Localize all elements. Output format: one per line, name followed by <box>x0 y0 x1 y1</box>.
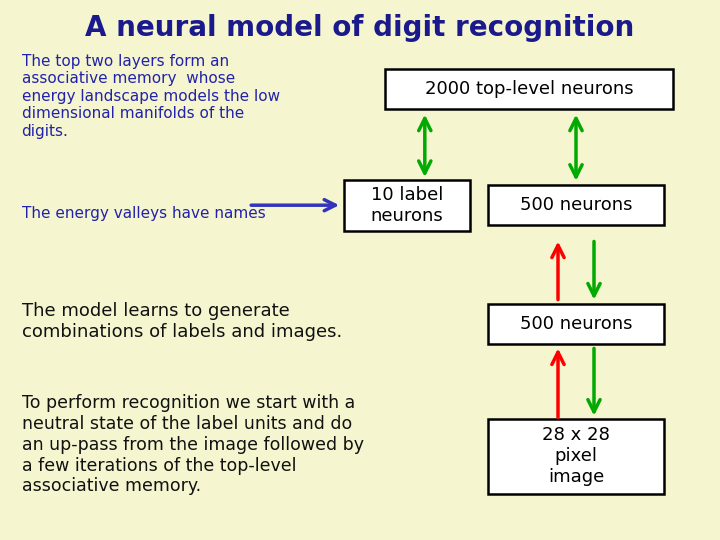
Text: 500 neurons: 500 neurons <box>520 196 632 214</box>
Text: To perform recognition we start with a
neutral state of the label units and do
a: To perform recognition we start with a n… <box>22 394 364 495</box>
Text: 28 x 28
pixel
image: 28 x 28 pixel image <box>542 427 610 486</box>
Text: The top two layers form an
associative memory  whose
energy landscape models the: The top two layers form an associative m… <box>22 54 280 139</box>
Text: 500 neurons: 500 neurons <box>520 315 632 333</box>
FancyBboxPatch shape <box>385 69 673 109</box>
FancyBboxPatch shape <box>488 418 665 494</box>
Text: 2000 top-level neurons: 2000 top-level neurons <box>425 80 634 98</box>
Text: The energy valleys have names: The energy valleys have names <box>22 206 266 221</box>
FancyBboxPatch shape <box>488 303 665 345</box>
Text: 10 label
neurons: 10 label neurons <box>370 186 444 225</box>
Text: A neural model of digit recognition: A neural model of digit recognition <box>86 14 634 42</box>
FancyBboxPatch shape <box>344 179 469 231</box>
FancyBboxPatch shape <box>488 185 665 226</box>
Text: The model learns to generate
combinations of labels and images.: The model learns to generate combination… <box>22 302 342 341</box>
